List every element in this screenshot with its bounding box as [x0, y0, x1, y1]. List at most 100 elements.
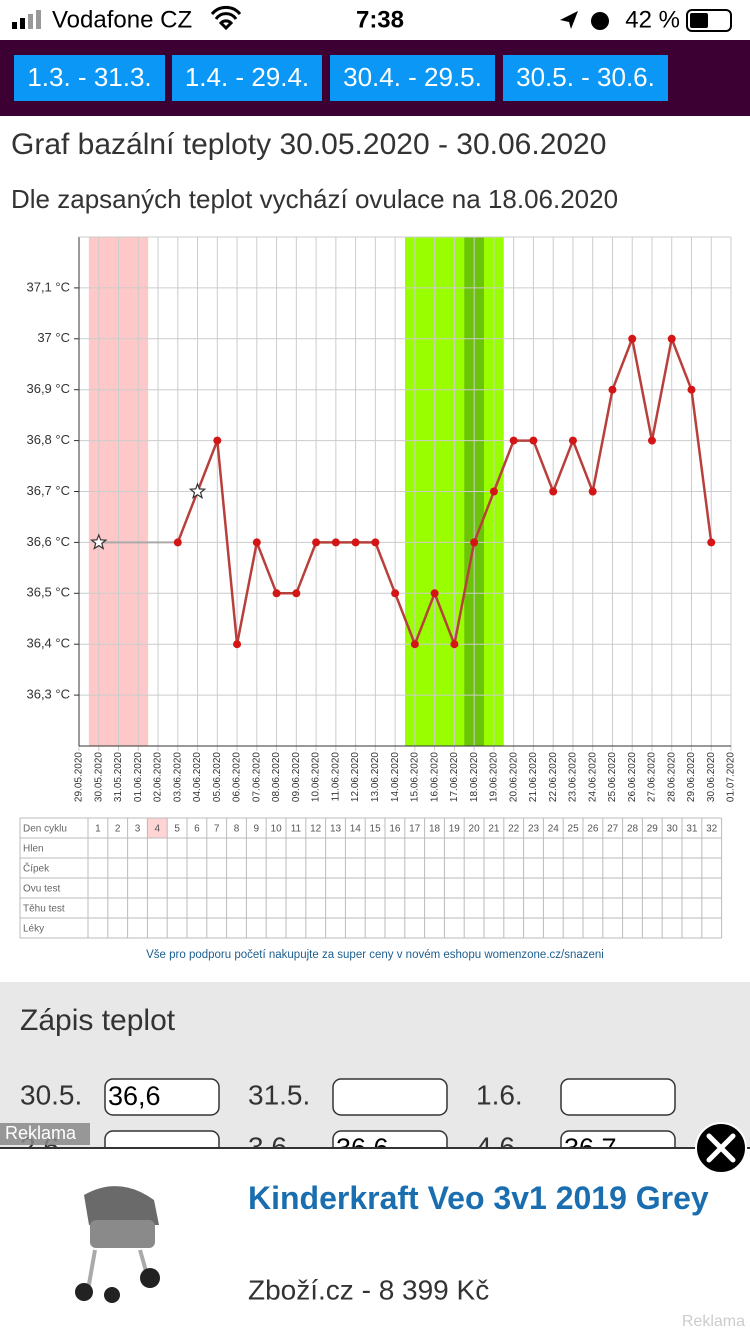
dot-marker	[213, 436, 222, 445]
ad-title[interactable]: Kinderkraft Veo 3v1 2019 Grey	[248, 1180, 709, 1216]
dot-marker	[549, 487, 558, 496]
day-number: 4	[155, 824, 161, 835]
row-label: Těhu test	[23, 904, 65, 915]
ad-product-image	[90, 1220, 155, 1248]
dot-marker	[509, 436, 518, 445]
day-cell	[404, 818, 425, 838]
day-cell	[365, 818, 385, 838]
dot-marker	[568, 436, 577, 445]
chart-title: Graf bazální teploty 30.05.2020 - 30.06.…	[11, 128, 606, 161]
day-number: 28	[627, 824, 639, 835]
close-icon[interactable]	[706, 1133, 736, 1163]
day-cell	[167, 818, 187, 838]
x-tick-label: 20.06.2020	[508, 752, 519, 802]
ad-label: Reklama	[682, 1313, 745, 1330]
star-marker	[188, 482, 207, 499]
day-cell	[444, 818, 465, 838]
dot-marker	[667, 334, 676, 343]
dot-marker	[608, 385, 617, 394]
tab[interactable]	[503, 55, 668, 101]
wifi-icon	[210, 5, 242, 31]
badge-bg	[0, 1123, 90, 1145]
day-cell	[305, 818, 326, 838]
temp-value[interactable]: 36,6	[108, 1081, 161, 1111]
row-label: Hlen	[23, 844, 44, 855]
day-number: 13	[330, 824, 342, 835]
x-tick-label: 29.05.2020	[74, 752, 85, 802]
tab[interactable]	[172, 55, 322, 101]
ad-product-image	[86, 1249, 97, 1291]
y-tick-label: 36,9 °C	[26, 381, 70, 396]
x-tick-label: 24.06.2020	[587, 752, 598, 802]
dot-marker	[489, 487, 498, 496]
x-tick-label: 14.06.2020	[390, 752, 401, 802]
y-tick-label: 36,3 °C	[26, 687, 70, 702]
ad-subtitle[interactable]: Zboží.cz - 8 399 Kč	[248, 1274, 489, 1305]
row-label: Čípek	[23, 862, 50, 875]
day-number: 3	[135, 824, 141, 835]
x-tick-label: 01.07.2020	[726, 752, 737, 802]
row-label: Ovu test	[23, 884, 60, 895]
tab-label[interactable]: 30.4. - 29.5.	[343, 62, 482, 92]
signal-icon	[12, 10, 41, 29]
ad-product-image	[140, 1268, 160, 1288]
battery-level	[690, 13, 708, 28]
tab-label[interactable]: 30.5. - 30.6.	[516, 62, 655, 92]
day-cell	[503, 818, 524, 838]
temp-input[interactable]	[104, 1078, 220, 1116]
temp-input[interactable]	[560, 1078, 676, 1116]
star-marker	[90, 533, 108, 550]
day-cell	[266, 818, 286, 838]
day-number: 6	[194, 824, 200, 835]
dot-marker	[588, 487, 597, 496]
day-number: 25	[568, 824, 580, 835]
tab[interactable]	[14, 55, 165, 101]
day-cell	[543, 818, 564, 838]
x-tick-label: 31.05.2020	[113, 752, 124, 802]
dot-marker	[292, 589, 301, 598]
day-number: 20	[469, 824, 481, 835]
x-tick-label: 08.06.2020	[271, 752, 282, 802]
x-tick-label: 19.06.2020	[489, 752, 500, 802]
tab[interactable]	[330, 55, 495, 101]
ad-badge: Reklama	[5, 1123, 77, 1143]
day-cell	[226, 818, 247, 838]
ad-product-image	[104, 1287, 120, 1303]
day-number: 12	[310, 824, 322, 835]
day-cell	[662, 818, 682, 838]
date-label: 1.6.	[476, 1079, 523, 1110]
battery-icon	[686, 9, 732, 32]
x-tick-label: 22.06.2020	[548, 752, 559, 802]
day-cell	[642, 818, 663, 838]
x-tick-label: 30.06.2020	[706, 752, 717, 802]
day-cell	[206, 818, 227, 838]
dot-marker	[351, 538, 360, 547]
promo-link[interactable]: Vše pro podporu početí nakupujte za supe…	[146, 949, 604, 961]
temp-input[interactable]	[332, 1078, 448, 1116]
day-cell	[325, 818, 346, 838]
tab-label[interactable]: 1.4. - 29.4.	[185, 62, 309, 92]
day-number: 32	[706, 824, 718, 835]
y-tick-label: 36,5 °C	[26, 585, 70, 600]
x-tick-label: 27.06.2020	[647, 752, 658, 802]
y-tick-label: 36,4 °C	[26, 636, 70, 651]
day-cell	[127, 818, 148, 838]
dot-marker	[450, 640, 459, 649]
tab-label[interactable]: 1.3. - 31.3.	[27, 62, 151, 92]
day-number: 31	[686, 824, 698, 835]
day-cell	[187, 818, 207, 838]
day-number: 22	[508, 824, 520, 835]
day-number: 14	[350, 824, 362, 835]
ad-product-image	[84, 1186, 159, 1225]
x-tick-label: 03.06.2020	[172, 752, 183, 802]
day-number: 26	[587, 824, 599, 835]
x-tick-label: 15.06.2020	[410, 752, 421, 802]
day-number: 9	[254, 824, 260, 835]
y-tick-label: 37 °C	[37, 330, 70, 345]
x-tick-label: 25.06.2020	[607, 752, 618, 802]
day-cell	[622, 818, 643, 838]
y-tick-label: 36,7 °C	[26, 483, 70, 498]
day-cell	[563, 818, 583, 838]
